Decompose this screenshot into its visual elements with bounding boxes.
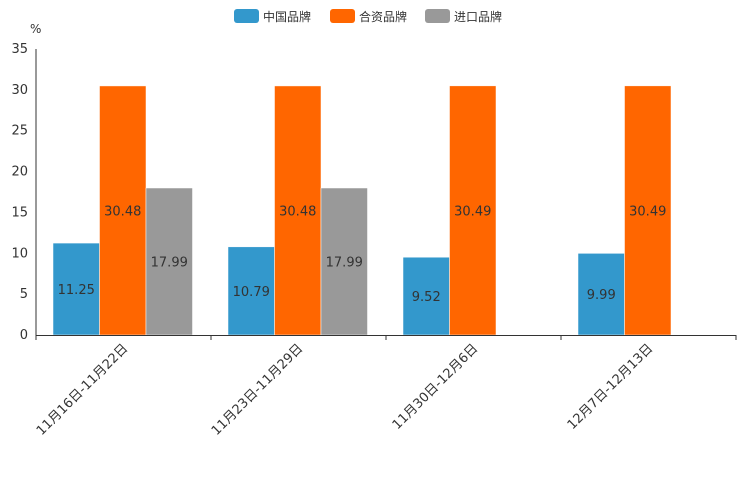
bar-value-label: 17.99	[326, 255, 363, 270]
legend-label-3[interactable]: 进口品牌	[454, 10, 502, 24]
legend-swatch-1[interactable]	[234, 9, 259, 23]
y-tick-label: 10	[11, 246, 28, 261]
y-tick-label: 15	[11, 205, 28, 220]
x-tick-label: 12月7日-12月13日	[565, 341, 657, 433]
bar-value-label: 9.99	[587, 288, 616, 303]
y-tick-label: 25	[11, 124, 28, 139]
y-tick-label: 35	[11, 42, 28, 57]
bars: 11.25 30.48 17.99 10.79 30.48 17.99 9.52 30.49 9…	[52, 85, 672, 336]
bar-value-label: 10.79	[233, 285, 270, 300]
y-tick-label: 30	[11, 83, 28, 98]
y-tick-label: 5	[20, 287, 28, 302]
bar-value-label: 11.25	[58, 283, 95, 298]
y-tick-label: 0	[20, 328, 28, 343]
x-tick-label: 11月23日-11月29日	[209, 341, 306, 438]
legend: 中国品牌 合资品牌 进口品牌	[234, 9, 502, 24]
legend-swatch-3[interactable]	[425, 9, 450, 23]
y-axis-unit-label: %	[30, 22, 41, 36]
bar-value-label: 30.49	[454, 204, 491, 219]
bar-value-label: 30.48	[279, 204, 316, 219]
bar[interactable]	[449, 85, 497, 336]
y-axis: 0 5 10 15 20 25 30 35	[11, 42, 37, 343]
legend-label-1[interactable]: 中国品牌	[263, 9, 311, 24]
bar[interactable]	[577, 253, 625, 336]
bar[interactable]	[99, 85, 147, 336]
bar[interactable]	[320, 187, 368, 336]
y-tick-label: 20	[11, 165, 28, 180]
legend-label-2[interactable]: 合资品牌	[359, 9, 407, 24]
x-tick-label: 11月16日-11月22日	[34, 341, 131, 438]
bar-value-label: 9.52	[412, 290, 441, 305]
x-tick-label: 11月30日-12月6日	[390, 341, 482, 433]
bar-value-label: 30.48	[104, 204, 141, 219]
bar-value-label: 30.49	[629, 204, 666, 219]
bar-value-label: 17.99	[151, 255, 188, 270]
bar[interactable]	[624, 85, 672, 336]
x-axis: 11月16日-11月22日 11月23日-11月29日 11月30日-12月6日 12…	[34, 335, 737, 439]
legend-swatch-2[interactable]	[330, 9, 355, 23]
